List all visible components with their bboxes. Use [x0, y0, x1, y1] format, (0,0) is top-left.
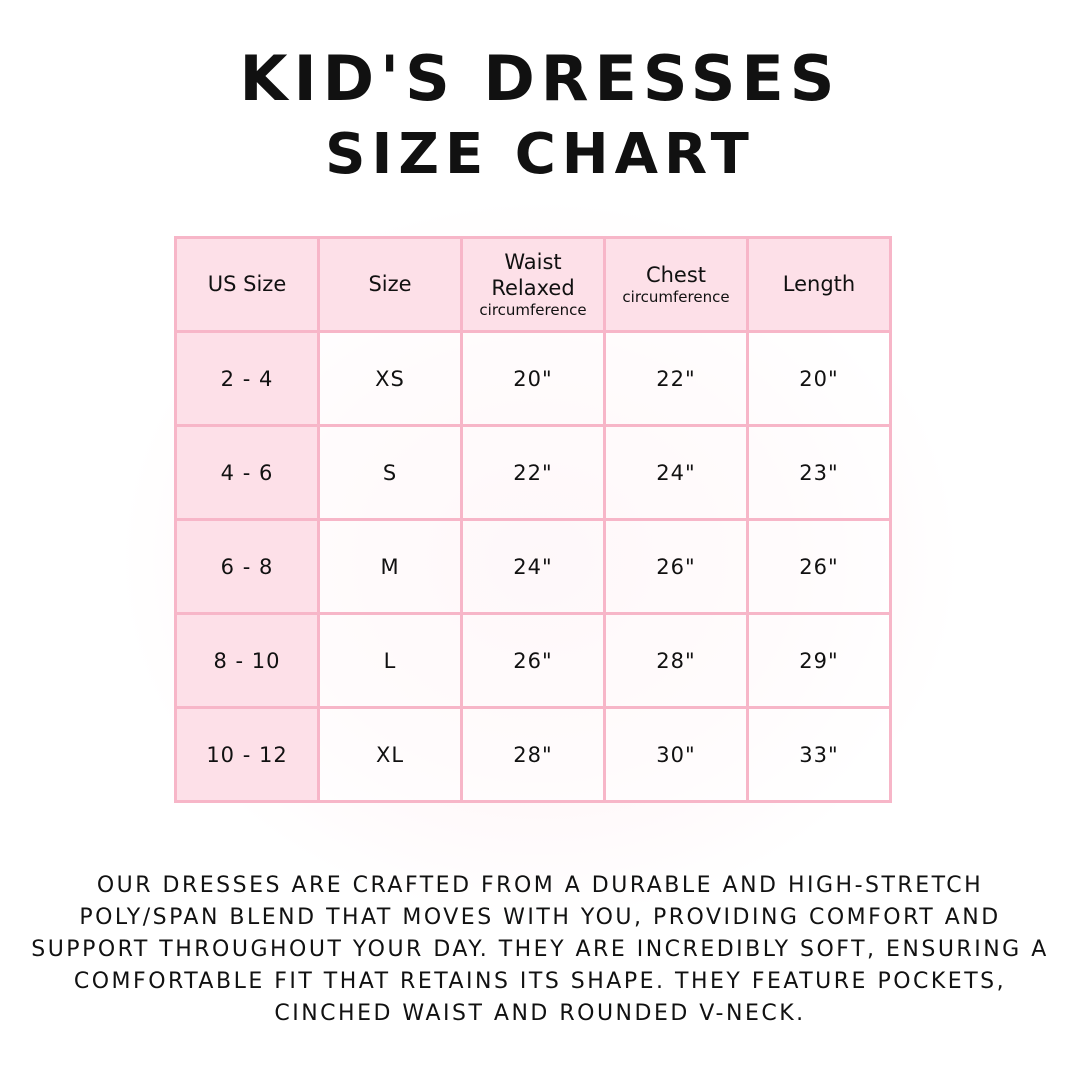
cell-length: 20": [746, 330, 892, 427]
cell-chest: 26": [603, 518, 749, 615]
cell-size: S: [317, 424, 463, 521]
cell-us-size: 8 - 10: [174, 612, 320, 709]
cell-size: L: [317, 612, 463, 709]
product-description: Our dresses are crafted from a durable a…: [31, 873, 1049, 1026]
cell-length: 23": [746, 424, 892, 521]
cell-chest: 30": [603, 706, 749, 803]
cell-waist: 20": [460, 330, 606, 427]
cell-size: XS: [317, 330, 463, 427]
table-row: 10 - 12 XL 28" 30" 33": [174, 706, 892, 803]
cell-waist: 28": [460, 706, 606, 803]
header-waist: Waist Relaxed circumference: [460, 236, 606, 333]
page-title: Kid's Dresses: [239, 42, 841, 115]
cell-waist: 26": [460, 612, 606, 709]
cell-us-size: 10 - 12: [174, 706, 320, 803]
cell-length: 29": [746, 612, 892, 709]
header-row: US Size Size Waist Relaxed circumference …: [174, 236, 892, 333]
cell-waist: 22": [460, 424, 606, 521]
cell-us-size: 4 - 6: [174, 424, 320, 521]
cell-length: 33": [746, 706, 892, 803]
table-row: 6 - 8 M 24" 26" 26": [174, 518, 892, 615]
table-row: 8 - 10 L 26" 28" 29": [174, 612, 892, 709]
cell-chest: 28": [603, 612, 749, 709]
cell-waist: 24": [460, 518, 606, 615]
table-row: 2 - 4 XS 20" 22" 20": [174, 330, 892, 427]
page-subtitle: Size Chart: [325, 122, 755, 187]
cell-length: 26": [746, 518, 892, 615]
header-length: Length: [746, 236, 892, 333]
cell-chest: 24": [603, 424, 749, 521]
cell-us-size: 2 - 4: [174, 330, 320, 427]
table-row: 4 - 6 S 22" 24" 23": [174, 424, 892, 521]
cell-size: M: [317, 518, 463, 615]
size-chart-table: US Size Size Waist Relaxed circumference …: [174, 236, 892, 803]
cell-us-size: 6 - 8: [174, 518, 320, 615]
cell-size: XL: [317, 706, 463, 803]
header-us-size: US Size: [174, 236, 320, 333]
header-chest: Chest circumference: [603, 236, 749, 333]
header-size: Size: [317, 236, 463, 333]
cell-chest: 22": [603, 330, 749, 427]
